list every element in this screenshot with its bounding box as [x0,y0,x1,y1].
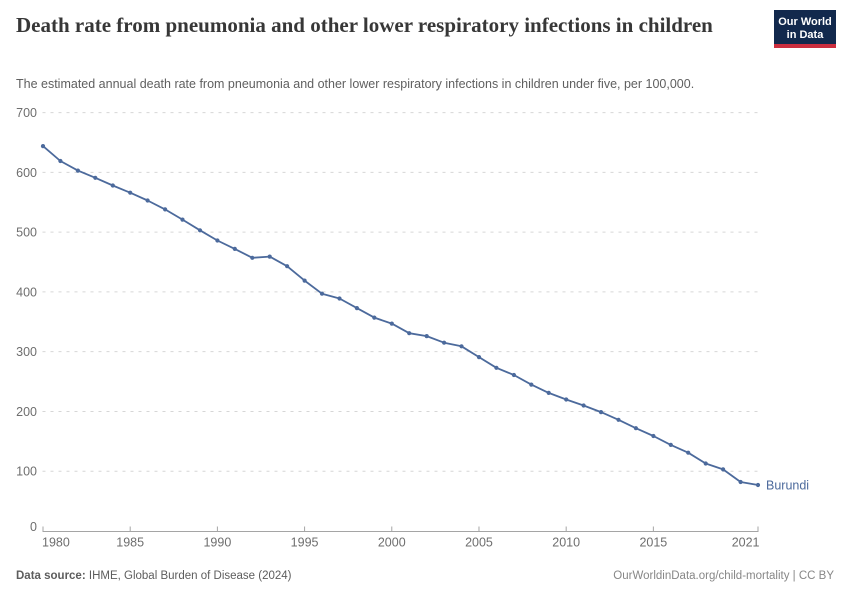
y-axis-tick-label: 200 [16,405,37,419]
data-point[interactable] [354,306,359,311]
data-point[interactable] [302,278,307,283]
data-point[interactable] [337,296,342,301]
data-source-text: IHME, Global Burden of Disease (2024) [88,570,292,582]
data-point[interactable] [75,168,80,173]
data-source-line: Data source: IHME, Global Burden of Dise… [16,570,292,582]
data-point[interactable] [145,198,150,203]
data-point[interactable] [529,382,534,387]
x-axis-tick-label: 2000 [378,536,406,550]
data-point[interactable] [459,344,464,349]
data-point[interactable] [494,365,499,370]
data-point[interactable] [633,426,639,431]
data-point[interactable] [546,390,551,395]
data-point[interactable] [197,228,203,233]
data-point[interactable] [476,355,482,360]
data-point[interactable] [755,482,761,488]
data-point[interactable] [285,264,290,269]
data-point[interactable] [389,321,394,326]
y-axis-tick-label: 600 [16,166,37,180]
x-axis-tick-label: 2015 [639,536,667,550]
data-point[interactable] [616,417,621,422]
data-point[interactable] [511,372,516,378]
y-axis-tick-label: 300 [16,345,37,359]
x-axis-tick-label: 2010 [552,536,580,550]
data-point[interactable] [250,255,255,260]
x-axis-tick-label: 1985 [116,536,144,550]
chart-subtitle: The estimated annual death rate from pne… [16,77,695,91]
entity-label[interactable]: Burundi [766,478,809,492]
data-point[interactable] [40,144,46,149]
owid-logo-line2: in Data [786,29,824,41]
x-axis-tick-label: 2021 [732,536,760,550]
data-point[interactable] [703,461,708,466]
series-line [42,145,759,486]
data-point[interactable] [651,433,656,439]
data-point[interactable] [232,246,237,251]
data-point[interactable] [668,442,673,447]
data-point[interactable] [267,254,272,259]
y-axis-tick-label: 500 [16,226,37,240]
data-point[interactable] [163,207,168,212]
data-point[interactable] [564,397,569,402]
data-point[interactable] [180,217,185,222]
data-point[interactable] [93,175,98,180]
page-title: Death rate from pneumonia and other lowe… [16,13,713,37]
y-axis-tick-label: 400 [16,285,37,299]
data-point[interactable] [319,291,325,296]
attribution-link[interactable]: OurWorldinData.org/child-mortality | CC … [613,570,834,582]
x-axis-tick-label: 2005 [465,536,493,550]
data-point[interactable] [424,334,429,339]
data-point[interactable] [110,183,115,188]
x-axis-tick-label: 1995 [291,536,319,550]
data-point[interactable] [407,331,412,336]
owid-logo-line1: Our World [778,16,832,28]
data-point[interactable] [581,403,586,408]
owid-logo[interactable]: Our World in Data [774,10,836,48]
data-point[interactable] [372,315,377,320]
data-point[interactable] [686,450,691,455]
data-point[interactable] [598,410,604,415]
y-axis-tick-label: 100 [16,465,37,479]
y-axis-tick-label: 700 [16,106,37,120]
data-point[interactable] [738,479,743,485]
data-source-label: Data source: [16,570,86,582]
chart-footer: Data source: IHME, Global Burden of Dise… [16,570,834,582]
data-point[interactable] [215,238,220,243]
y-axis-tick-label: 0 [30,520,37,534]
data-point[interactable] [58,158,63,164]
data-point[interactable] [128,190,133,195]
data-point[interactable] [442,340,447,345]
x-axis-tick-label: 1990 [203,536,231,550]
x-axis-tick-label: 1980 [42,536,70,550]
data-point[interactable] [721,467,726,472]
